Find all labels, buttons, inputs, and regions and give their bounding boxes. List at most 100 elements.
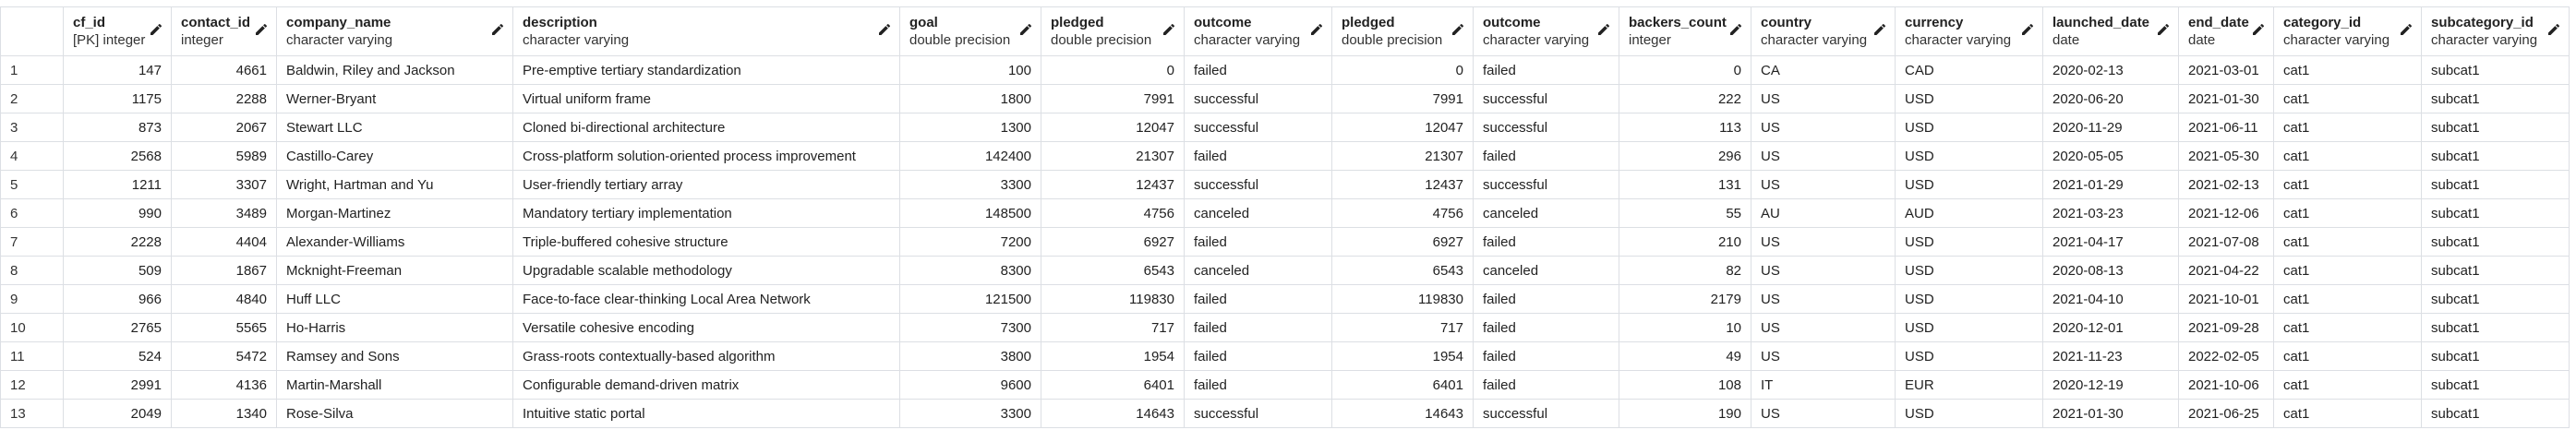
- data-cell[interactable]: 8300: [899, 256, 1041, 285]
- column-header[interactable]: launched_date date: [2042, 6, 2179, 56]
- data-cell[interactable]: US: [1751, 341, 1896, 371]
- data-cell[interactable]: 0: [1331, 55, 1474, 85]
- data-cell[interactable]: canceled: [1473, 198, 1619, 228]
- data-cell[interactable]: cat1: [2273, 113, 2422, 142]
- data-cell[interactable]: 148500: [899, 198, 1041, 228]
- data-cell[interactable]: 108: [1619, 370, 1751, 400]
- data-cell[interactable]: 1867: [171, 256, 277, 285]
- data-cell[interactable]: cat1: [2273, 399, 2422, 428]
- column-header[interactable]: end_date date: [2178, 6, 2274, 56]
- data-cell[interactable]: successful: [1473, 170, 1619, 199]
- data-cell[interactable]: 142400: [899, 141, 1041, 171]
- data-cell[interactable]: 119830: [1331, 284, 1474, 314]
- column-header[interactable]: goal double precision: [899, 6, 1041, 56]
- data-cell[interactable]: CAD: [1895, 55, 2043, 85]
- data-cell[interactable]: successful: [1473, 399, 1619, 428]
- data-cell[interactable]: failed: [1473, 341, 1619, 371]
- data-cell[interactable]: US: [1751, 313, 1896, 342]
- data-cell[interactable]: subcat1: [2421, 284, 2570, 314]
- data-cell[interactable]: 0: [1041, 55, 1185, 85]
- data-cell[interactable]: USD: [1895, 399, 2043, 428]
- data-cell[interactable]: cat1: [2273, 341, 2422, 371]
- edit-icon[interactable]: [2399, 22, 2413, 37]
- data-cell[interactable]: USD: [1895, 313, 2043, 342]
- data-cell[interactable]: Upgradable scalable methodology: [512, 256, 900, 285]
- column-header[interactable]: description character varying: [512, 6, 900, 56]
- data-cell[interactable]: 2021-10-06: [2178, 370, 2274, 400]
- data-cell[interactable]: 2021-05-30: [2178, 141, 2274, 171]
- data-cell[interactable]: Mcknight-Freeman: [276, 256, 513, 285]
- data-cell[interactable]: 1211: [63, 170, 172, 199]
- data-cell[interactable]: subcat1: [2421, 198, 2570, 228]
- data-cell[interactable]: 113: [1619, 113, 1751, 142]
- data-cell[interactable]: US: [1751, 227, 1896, 257]
- data-cell[interactable]: 6927: [1331, 227, 1474, 257]
- data-cell[interactable]: 1340: [171, 399, 277, 428]
- data-cell[interactable]: 210: [1619, 227, 1751, 257]
- data-cell[interactable]: 147: [63, 55, 172, 85]
- data-cell[interactable]: 6401: [1041, 370, 1185, 400]
- data-cell[interactable]: failed: [1184, 341, 1332, 371]
- data-cell[interactable]: canceled: [1184, 256, 1332, 285]
- data-cell[interactable]: Ramsey and Sons: [276, 341, 513, 371]
- edit-icon[interactable]: [2156, 22, 2171, 37]
- data-cell[interactable]: subcat1: [2421, 227, 2570, 257]
- data-cell[interactable]: 82: [1619, 256, 1751, 285]
- data-cell[interactable]: 2179: [1619, 284, 1751, 314]
- data-cell[interactable]: Triple-buffered cohesive structure: [512, 227, 900, 257]
- column-header[interactable]: currency character varying: [1895, 6, 2043, 56]
- data-cell[interactable]: failed: [1473, 313, 1619, 342]
- data-cell[interactable]: 4136: [171, 370, 277, 400]
- column-header[interactable]: backers_count integer: [1619, 6, 1751, 56]
- data-cell[interactable]: subcat1: [2421, 256, 2570, 285]
- data-cell[interactable]: 2020-12-01: [2042, 313, 2179, 342]
- data-cell[interactable]: US: [1751, 284, 1896, 314]
- data-cell[interactable]: US: [1751, 84, 1896, 113]
- data-cell[interactable]: Alexander-Williams: [276, 227, 513, 257]
- data-cell[interactable]: failed: [1473, 227, 1619, 257]
- data-cell[interactable]: 990: [63, 198, 172, 228]
- data-cell[interactable]: US: [1751, 399, 1896, 428]
- data-cell[interactable]: cat1: [2273, 256, 2422, 285]
- data-cell[interactable]: 2049: [63, 399, 172, 428]
- data-cell[interactable]: US: [1751, 141, 1896, 171]
- data-cell[interactable]: 509: [63, 256, 172, 285]
- data-cell[interactable]: 14643: [1041, 399, 1185, 428]
- data-cell[interactable]: 0: [1619, 55, 1751, 85]
- data-cell[interactable]: 2021-01-29: [2042, 170, 2179, 199]
- data-cell[interactable]: 1800: [899, 84, 1041, 113]
- data-cell[interactable]: cat1: [2273, 84, 2422, 113]
- data-cell[interactable]: cat1: [2273, 141, 2422, 171]
- data-cell[interactable]: 7991: [1041, 84, 1185, 113]
- data-cell[interactable]: 1175: [63, 84, 172, 113]
- edit-icon[interactable]: [1728, 22, 1743, 37]
- data-cell[interactable]: 100: [899, 55, 1041, 85]
- data-cell[interactable]: failed: [1184, 141, 1332, 171]
- data-cell[interactable]: Stewart LLC: [276, 113, 513, 142]
- data-cell[interactable]: 2020-05-05: [2042, 141, 2179, 171]
- data-cell[interactable]: USD: [1895, 341, 2043, 371]
- data-cell[interactable]: 3489: [171, 198, 277, 228]
- edit-icon[interactable]: [2546, 22, 2561, 37]
- data-cell[interactable]: 2020-12-19: [2042, 370, 2179, 400]
- edit-icon[interactable]: [254, 22, 269, 37]
- data-cell[interactable]: Baldwin, Riley and Jackson: [276, 55, 513, 85]
- data-cell[interactable]: subcat1: [2421, 370, 2570, 400]
- data-cell[interactable]: 3300: [899, 399, 1041, 428]
- data-cell[interactable]: 2021-03-01: [2178, 55, 2274, 85]
- data-cell[interactable]: successful: [1473, 84, 1619, 113]
- column-header[interactable]: category_id character varying: [2273, 6, 2422, 56]
- data-cell[interactable]: USD: [1895, 227, 2043, 257]
- data-cell[interactable]: USD: [1895, 141, 2043, 171]
- data-cell[interactable]: 12437: [1331, 170, 1474, 199]
- data-cell[interactable]: 2991: [63, 370, 172, 400]
- data-cell[interactable]: cat1: [2273, 55, 2422, 85]
- data-cell[interactable]: Castillo-Carey: [276, 141, 513, 171]
- data-cell[interactable]: 9600: [899, 370, 1041, 400]
- data-cell[interactable]: 873: [63, 113, 172, 142]
- data-cell[interactable]: failed: [1473, 370, 1619, 400]
- data-cell[interactable]: 5565: [171, 313, 277, 342]
- data-cell[interactable]: 2020-02-13: [2042, 55, 2179, 85]
- data-cell[interactable]: cat1: [2273, 227, 2422, 257]
- data-cell[interactable]: USD: [1895, 284, 2043, 314]
